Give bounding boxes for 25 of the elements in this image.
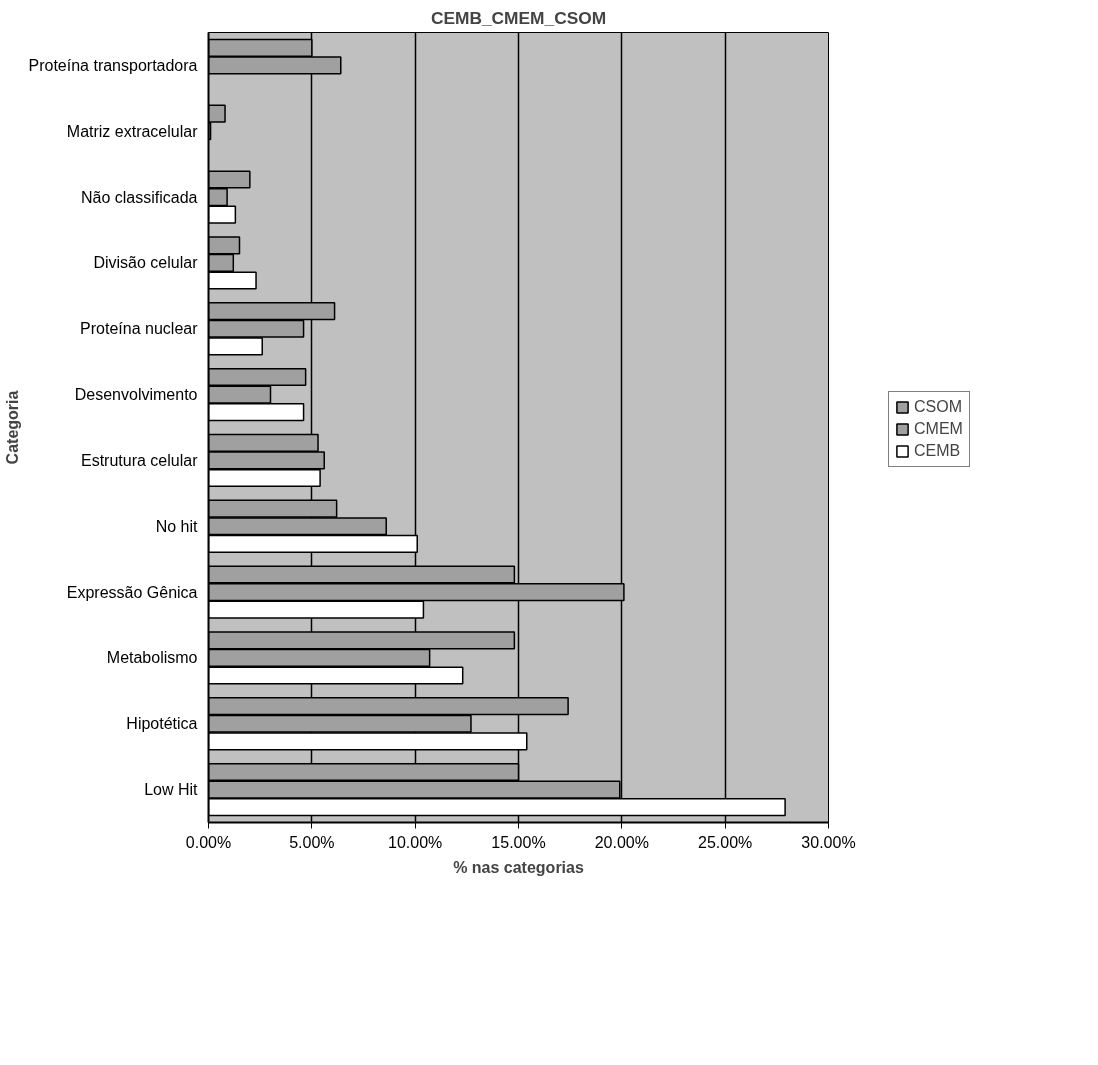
y-tick-label: Não classificada — [81, 188, 198, 206]
legend-label: CEMB — [914, 442, 961, 460]
chart-title: CEMB_CMEM_CSOM — [430, 7, 607, 28]
x-tick-label: 10.00% — [388, 833, 443, 851]
x-tick-label: 0.00% — [185, 833, 232, 851]
y-tick-label: No hit — [155, 517, 199, 535]
x-tick-label: 30.00% — [801, 833, 856, 851]
y-axis-title: Categoria — [3, 390, 21, 465]
y-tick-label: Metabolismo — [106, 649, 198, 667]
x-axis-title: % nas categorias — [453, 858, 584, 876]
y-tick-label: Expressão Gênica — [66, 583, 198, 601]
x-tick-label: 25.00% — [698, 833, 753, 851]
y-tick-label: Estrutura celular — [81, 451, 199, 469]
legend-label: CMEM — [914, 420, 963, 438]
y-tick-label: Proteína nuclear — [80, 320, 199, 338]
y-tick-label: Proteína transportadora — [28, 56, 198, 74]
x-tick-label: 15.00% — [491, 833, 546, 851]
y-tick-label: Divisão celular — [93, 254, 199, 272]
y-tick-label: Hipotética — [126, 715, 198, 733]
x-tick-label: 5.00% — [289, 833, 335, 851]
y-tick-label: Matriz extracelular — [66, 122, 199, 140]
x-tick-label: 20.00% — [594, 833, 649, 851]
legend-label: CSOM — [914, 398, 962, 416]
y-tick-label: Low Hit — [144, 781, 199, 799]
y-tick-label: Desenvolvimento — [74, 386, 198, 404]
